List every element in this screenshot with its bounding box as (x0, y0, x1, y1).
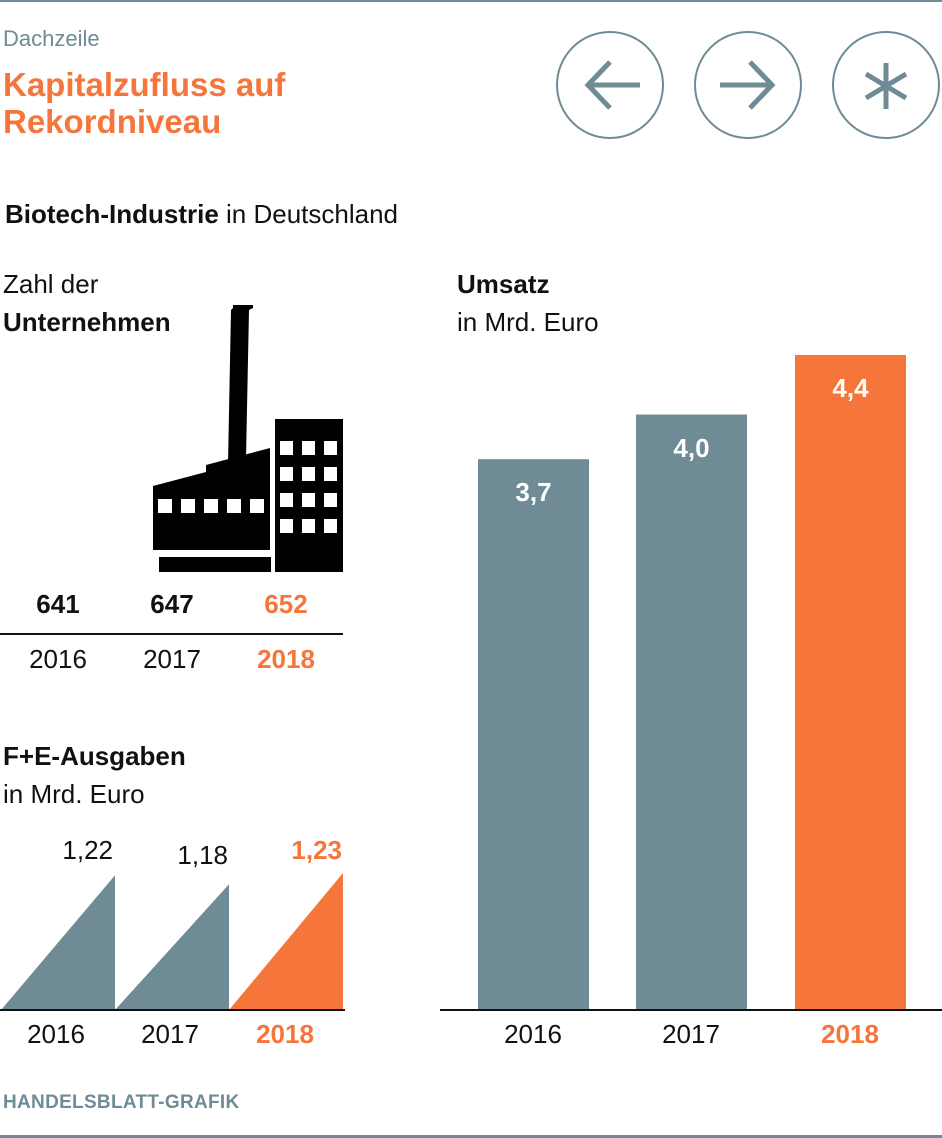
title-line-1: Kapitalzufluss auf (3, 66, 286, 103)
revenue-title-bold: Umsatz (457, 265, 599, 303)
next-button[interactable] (694, 31, 802, 139)
revenue-label-2017: 4,0 (673, 432, 710, 463)
kicker: Dachzeile (3, 26, 100, 51)
companies-title-bold: Unternehmen (3, 307, 171, 337)
previous-button[interactable] (556, 31, 664, 139)
companies-value-2017: 647 (150, 589, 194, 619)
revenue-title-text: Umsatz (457, 269, 550, 299)
arrow-right-icon (720, 60, 776, 110)
rnd-unit: in Mrd. Euro (3, 779, 145, 809)
revenue-year-2017: 2017 (662, 1019, 720, 1049)
companies-year-2017: 2017 (143, 644, 201, 674)
rnd-triangle-2018 (229, 873, 343, 1010)
subtitle-bold: Biotech-Industrie (5, 199, 219, 229)
rnd-triangle-2017 (115, 884, 229, 1010)
rnd-title-text: F+E-Ausgaben (3, 741, 186, 771)
arrow-left-icon (584, 60, 640, 110)
top-rule (0, 0, 942, 2)
subtitle-rest: in Deutschland (218, 199, 399, 229)
title-line-2: Rekordniveau (3, 103, 222, 140)
revenue-year-2016: 2016 (504, 1019, 562, 1049)
bottom-rule (0, 1135, 942, 1138)
asterisk-icon (864, 63, 908, 109)
rnd-triangle-2016 (1, 875, 115, 1010)
rnd-year-2016: 2016 (27, 1019, 85, 1049)
rnd-label-2016: 1,22 (62, 835, 113, 865)
revenue-bar-2016 (478, 459, 589, 1010)
source-credit: HANDELSBLATT-GRAFIK (3, 1092, 240, 1113)
rnd-title: F+E-Ausgaben in Mrd. Euro (3, 737, 186, 813)
revenue-year-2018: 2018 (821, 1019, 879, 1049)
rnd-label-2017: 1,18 (177, 840, 228, 870)
rnd-title-bold: F+E-Ausgaben (3, 737, 186, 775)
page-title: Kapitalzufluss auf Rekordniveau (3, 66, 523, 140)
revenue-label-2018: 4,4 (832, 373, 869, 403)
companies-title-line2: Unternehmen (3, 303, 171, 341)
rnd-label-2018: 1,23 (291, 835, 342, 865)
rnd-year-2018: 2018 (256, 1019, 314, 1049)
companies-divider (0, 633, 343, 635)
companies-title-line1: Zahl der (3, 269, 99, 299)
revenue-bar-2017 (636, 414, 747, 1010)
companies-title: Zahl der Unternehmen (3, 265, 171, 341)
companies-year-2016: 2016 (29, 644, 87, 674)
revenue-chart (440, 355, 942, 1011)
rnd-chart (0, 873, 345, 1011)
more-button[interactable] (832, 31, 940, 139)
revenue-bar-2018 (795, 355, 906, 1010)
factory-icon (153, 305, 343, 572)
rnd-year-2017: 2017 (141, 1019, 199, 1049)
revenue-label-2016: 3,7 (515, 477, 552, 508)
subtitle: Biotech-Industrie in Deutschland (5, 199, 398, 230)
companies-year-2018: 2018 (257, 644, 315, 674)
companies-value-2016: 641 (36, 589, 80, 619)
revenue-unit: in Mrd. Euro (457, 307, 599, 337)
companies-value-2018: 652 (264, 589, 308, 619)
revenue-title: Umsatz in Mrd. Euro (457, 265, 599, 341)
